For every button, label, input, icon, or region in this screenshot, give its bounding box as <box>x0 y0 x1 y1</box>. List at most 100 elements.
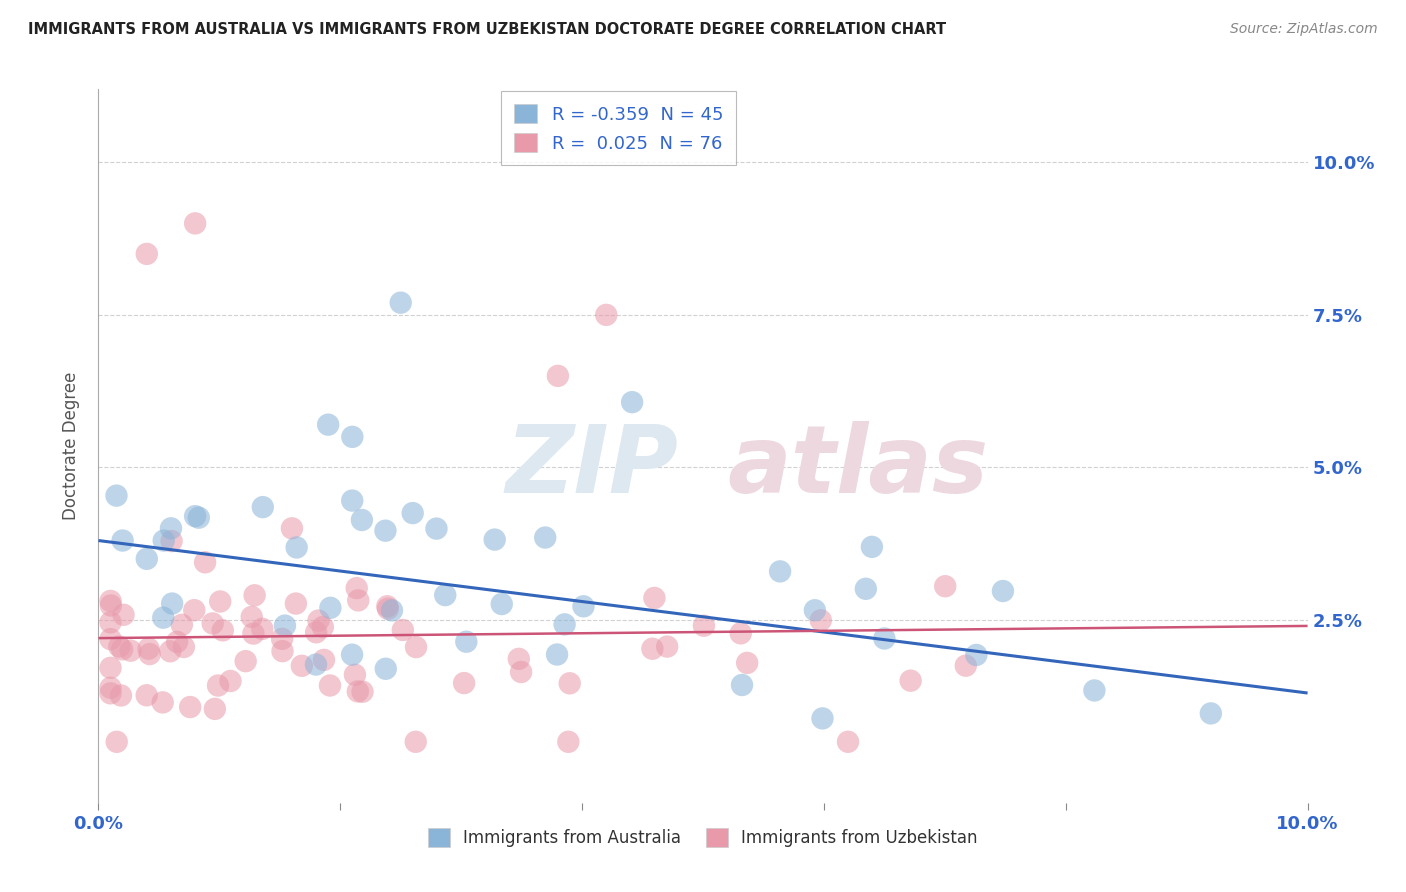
Point <box>377 601 399 615</box>
Point <box>346 684 368 698</box>
Point <box>557 735 579 749</box>
Point <box>546 648 568 662</box>
Point <box>572 599 595 614</box>
Point <box>284 597 307 611</box>
Point <box>211 624 233 638</box>
Point <box>243 588 266 602</box>
Point <box>312 653 335 667</box>
Point <box>242 626 264 640</box>
Point <box>105 489 128 503</box>
Point <box>100 661 122 675</box>
Point <box>342 430 364 444</box>
Point <box>319 678 342 692</box>
Point <box>112 607 135 622</box>
Point <box>305 625 328 640</box>
Point <box>281 521 304 535</box>
Point <box>350 513 373 527</box>
Point <box>316 417 339 432</box>
Point <box>207 679 229 693</box>
Point <box>643 591 665 605</box>
Point <box>100 615 122 630</box>
Point <box>991 584 1014 599</box>
Point <box>184 216 207 230</box>
Point <box>873 632 896 646</box>
Point <box>252 500 274 515</box>
Legend: Immigrants from Australia, Immigrants from Uzbekistan: Immigrants from Australia, Immigrants fr… <box>416 817 990 859</box>
Point <box>312 620 335 634</box>
Point <box>201 616 224 631</box>
Point <box>641 641 664 656</box>
Point <box>105 735 128 749</box>
Point <box>381 603 404 617</box>
Point <box>100 599 122 613</box>
Point <box>730 626 752 640</box>
Point <box>194 555 217 569</box>
Text: IMMIGRANTS FROM AUSTRALIA VS IMMIGRANTS FROM UZBEKISTAN DOCTORATE DEGREE CORRELA: IMMIGRANTS FROM AUSTRALIA VS IMMIGRANTS … <box>28 22 946 37</box>
Point <box>152 533 174 548</box>
Point <box>855 582 877 596</box>
Point <box>657 640 679 654</box>
Point <box>135 247 157 261</box>
Point <box>811 711 834 725</box>
Point <box>170 617 193 632</box>
Point <box>735 656 758 670</box>
Y-axis label: Doctorate Degree: Doctorate Degree <box>62 372 80 520</box>
Point <box>111 533 134 548</box>
Point <box>491 597 513 611</box>
Point <box>160 597 183 611</box>
Point <box>374 524 396 538</box>
Point <box>510 665 533 679</box>
Point <box>183 603 205 617</box>
Point <box>375 599 398 614</box>
Point <box>305 657 328 672</box>
Text: atlas: atlas <box>727 421 988 514</box>
Point <box>308 614 330 628</box>
Point <box>1199 706 1222 721</box>
Point <box>111 642 134 657</box>
Point <box>405 735 427 749</box>
Point <box>456 634 478 648</box>
Text: ZIP: ZIP <box>506 421 679 514</box>
Point <box>179 700 201 714</box>
Point <box>160 521 183 535</box>
Point <box>240 610 263 624</box>
Point <box>340 648 363 662</box>
Point <box>173 640 195 654</box>
Point <box>235 654 257 668</box>
Point <box>291 658 314 673</box>
Point <box>343 667 366 681</box>
Point <box>900 673 922 688</box>
Point <box>558 676 581 690</box>
Point <box>347 593 370 607</box>
Point <box>405 640 427 654</box>
Point <box>184 509 207 524</box>
Point <box>342 493 364 508</box>
Point <box>152 695 174 709</box>
Point <box>554 617 576 632</box>
Point <box>595 308 617 322</box>
Point <box>187 510 209 524</box>
Point <box>392 623 415 637</box>
Point <box>965 648 987 662</box>
Point <box>484 533 506 547</box>
Point <box>810 613 832 627</box>
Point <box>100 594 122 608</box>
Point <box>100 681 122 695</box>
Point <box>374 662 396 676</box>
Point <box>425 522 447 536</box>
Point <box>621 395 644 409</box>
Point <box>135 551 157 566</box>
Text: Source: ZipAtlas.com: Source: ZipAtlas.com <box>1230 22 1378 37</box>
Point <box>319 600 342 615</box>
Point <box>804 603 827 617</box>
Point <box>346 581 368 595</box>
Point <box>534 531 557 545</box>
Point <box>934 579 956 593</box>
Point <box>731 678 754 692</box>
Point <box>837 735 859 749</box>
Point <box>693 618 716 632</box>
Point <box>110 689 132 703</box>
Point <box>100 632 122 646</box>
Point <box>352 684 374 698</box>
Point <box>166 635 188 649</box>
